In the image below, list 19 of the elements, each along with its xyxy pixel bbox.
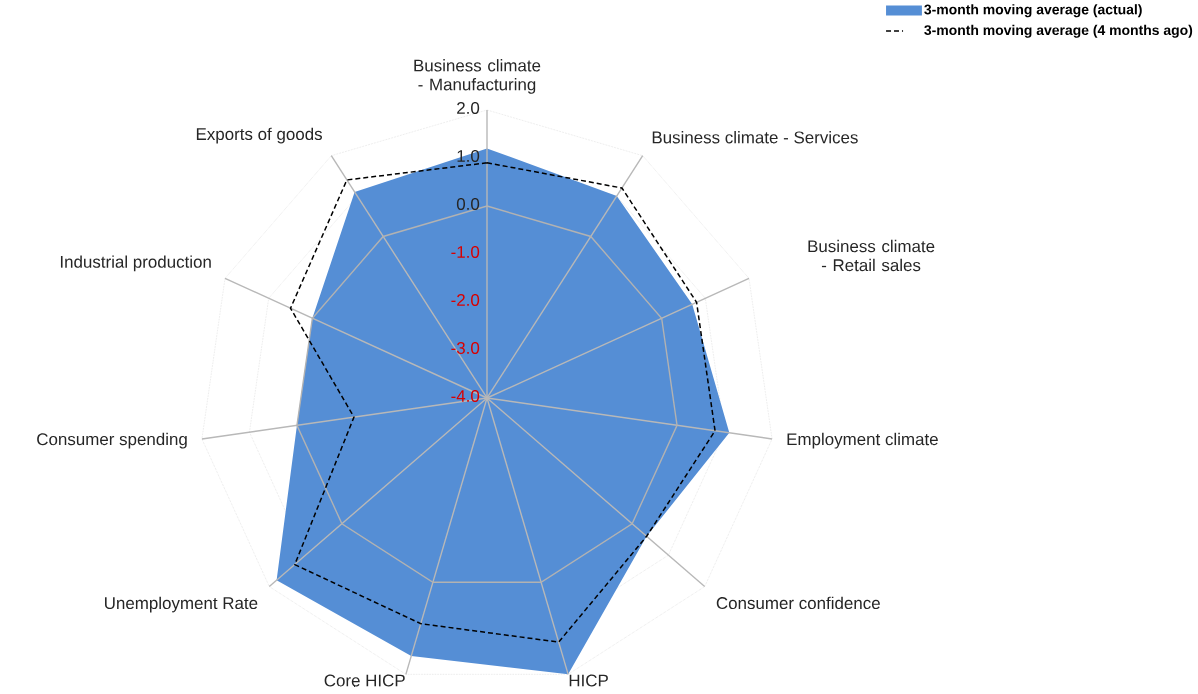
spoke-label: Consumer confidence: [716, 596, 880, 610]
y-tick-label: -1.0: [451, 245, 480, 258]
y-tick-label: 0.0: [456, 197, 480, 210]
spoke-label: Core HICP: [324, 674, 405, 687]
legend-label: 3-month moving average (actual): [924, 4, 1142, 18]
spoke-label: Exports of goods: [196, 127, 322, 144]
legend-label: 3-month moving average (4 months ago): [924, 24, 1193, 38]
spoke-label: Industrial production: [60, 255, 211, 272]
y-tick-label: -4.0: [451, 390, 480, 402]
y-tick-label: 2.0: [457, 101, 480, 114]
y-tick-label: -3.0: [451, 342, 480, 354]
spoke-label: HICP: [569, 674, 608, 687]
spoke-label: Business climate - Services: [652, 130, 858, 144]
spoke-label: Business climate - Manufacturing: [414, 59, 541, 94]
spoke-label: Consumer spending: [37, 432, 187, 449]
spoke-label: Business climate - Retail sales: [808, 239, 935, 272]
y-tick-label: -2.0: [451, 294, 480, 306]
spoke-label: Employment climate: [787, 432, 938, 449]
spoke-label: Unemployment Rate: [105, 596, 258, 613]
